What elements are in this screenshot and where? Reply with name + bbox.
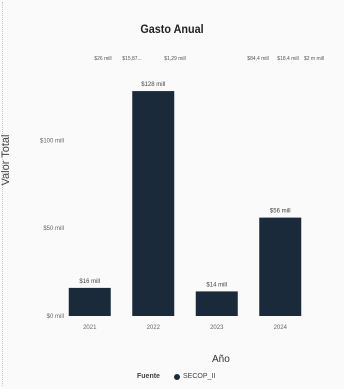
bar-value-label: $128 mill: [141, 82, 165, 88]
x-tick-label: 2022: [147, 325, 161, 331]
x-tick-label: 2021: [83, 325, 97, 331]
bar: [195, 291, 238, 316]
top-annotation-label: $1,29 mill: [164, 56, 185, 62]
y-tick-label: $50 mill: [43, 226, 64, 232]
y-tick-label: $0 mill: [47, 314, 64, 320]
chart-frame: [2, 2, 340, 386]
top-annotation-label: $84,4 mill: [247, 56, 268, 62]
top-annotation-label: $2 m mill: [304, 56, 324, 62]
x-tick-label: 2024: [274, 325, 288, 331]
x-axis-label: Año: [212, 354, 230, 365]
legend-entry: SECOP_II: [183, 373, 216, 380]
legend-marker: [174, 374, 180, 380]
bar: [259, 217, 302, 316]
top-annotation-label: $26 mill: [94, 56, 111, 62]
bar: [132, 91, 175, 316]
y-tick-label: $100 mill: [40, 138, 64, 144]
bar: [68, 287, 111, 316]
x-tick-label: 2023: [210, 325, 224, 331]
bar-value-label: $14 mill: [206, 282, 227, 288]
top-annotation-label: $18,4 mill: [277, 56, 298, 62]
top-annotation-label: $15,87...: [122, 56, 141, 62]
legend-title: Fuente: [137, 373, 160, 380]
bar-value-label: $56 mill: [270, 209, 291, 215]
chart-title: Gasto Anual: [140, 22, 204, 36]
bar-value-label: $16 mill: [79, 279, 100, 285]
